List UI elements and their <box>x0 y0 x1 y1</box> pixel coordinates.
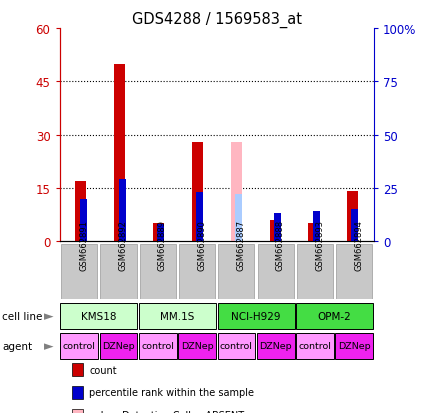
Bar <box>179 244 215 299</box>
Text: percentile rank within the sample: percentile rank within the sample <box>89 387 254 397</box>
Bar <box>157 225 164 242</box>
Bar <box>231 142 241 242</box>
Bar <box>274 214 281 242</box>
Text: GSM662892: GSM662892 <box>119 220 128 271</box>
Bar <box>257 333 295 359</box>
Text: GSM662894: GSM662894 <box>354 220 363 271</box>
Bar <box>192 142 203 242</box>
Text: GSM662893: GSM662893 <box>315 220 324 271</box>
Bar <box>218 333 255 359</box>
Bar <box>296 303 373 329</box>
Text: GSM662890: GSM662890 <box>197 220 206 271</box>
Bar <box>139 303 216 329</box>
Bar <box>218 244 255 299</box>
Bar <box>153 224 164 242</box>
Bar <box>269 221 280 242</box>
Text: DZNep: DZNep <box>181 342 213 351</box>
Text: OPM-2: OPM-2 <box>318 311 351 321</box>
Bar <box>296 333 334 359</box>
Title: GDS4288 / 1569583_at: GDS4288 / 1569583_at <box>132 12 302 28</box>
Bar <box>99 333 137 359</box>
Bar <box>100 244 136 299</box>
Bar <box>140 244 176 299</box>
Text: KMS18: KMS18 <box>81 311 116 321</box>
Text: DZNep: DZNep <box>338 342 371 351</box>
Bar <box>60 303 137 329</box>
Text: agent: agent <box>2 341 32 351</box>
Text: cell line: cell line <box>2 311 42 321</box>
Text: control: control <box>142 342 174 351</box>
Bar <box>336 244 372 299</box>
Bar <box>297 244 333 299</box>
Bar <box>114 64 125 242</box>
Bar <box>75 181 86 242</box>
Text: GSM662889: GSM662889 <box>158 220 167 271</box>
Text: GSM662888: GSM662888 <box>276 220 285 271</box>
Text: GSM662891: GSM662891 <box>79 220 88 271</box>
Bar <box>80 199 87 242</box>
Text: DZNep: DZNep <box>259 342 292 351</box>
Bar <box>258 244 294 299</box>
Text: NCI-H929: NCI-H929 <box>231 311 281 321</box>
Bar <box>196 193 203 242</box>
Text: GSM662887: GSM662887 <box>236 220 245 271</box>
Text: ►: ► <box>44 339 54 353</box>
Bar <box>119 180 125 242</box>
Text: count: count <box>89 365 117 375</box>
Text: control: control <box>299 342 332 351</box>
Bar <box>351 210 358 242</box>
Text: ►: ► <box>44 309 54 323</box>
Bar <box>178 333 216 359</box>
Bar <box>309 224 319 242</box>
Bar <box>60 333 98 359</box>
Bar <box>218 303 295 329</box>
Bar <box>313 212 320 242</box>
Bar <box>235 195 242 242</box>
Text: MM.1S: MM.1S <box>160 311 195 321</box>
Text: control: control <box>63 342 96 351</box>
Text: value, Detection Call = ABSENT: value, Detection Call = ABSENT <box>89 410 244 413</box>
Text: control: control <box>220 342 253 351</box>
Bar <box>335 333 373 359</box>
Bar <box>61 244 97 299</box>
Bar <box>347 192 358 242</box>
Text: DZNep: DZNep <box>102 342 135 351</box>
Bar <box>139 333 177 359</box>
